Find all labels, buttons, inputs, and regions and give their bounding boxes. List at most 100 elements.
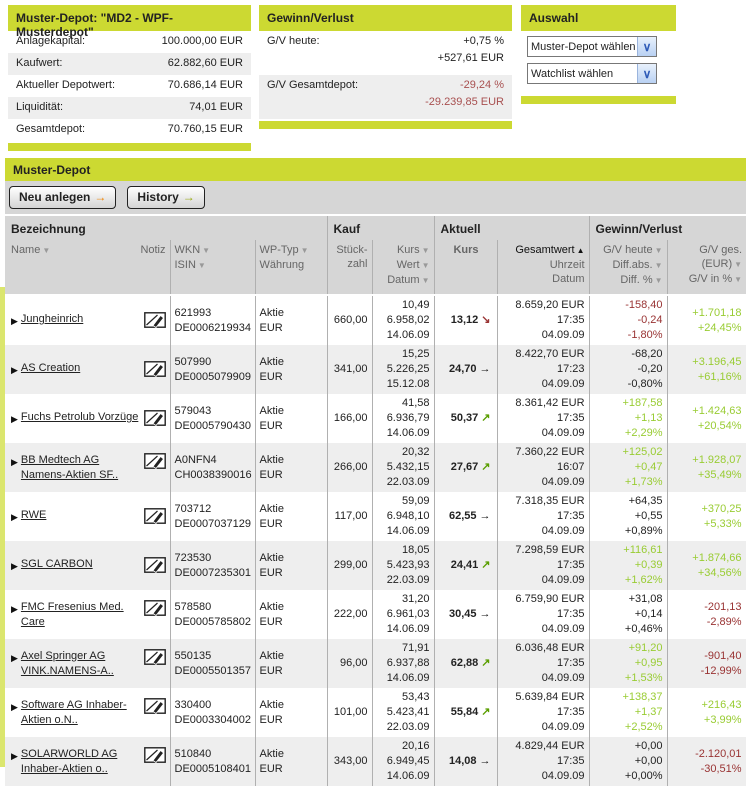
- kauf-cell: 31,20 6.961,03 14.06.09: [371, 590, 435, 639]
- summary-row: Aktueller Depotwert: 70.686,14 EUR: [8, 75, 251, 97]
- expand-arrow-icon[interactable]: ▶: [11, 561, 18, 571]
- top-panels: Muster-Depot: "MD2 - WPF-Musterdepot" An…: [0, 0, 746, 158]
- col-gv-ges[interactable]: G/V ges. (EUR) ▼ G/V in % ▼: [666, 240, 746, 296]
- note-edit-icon[interactable]: [143, 361, 166, 377]
- wptyp-cell: Aktie EUR: [254, 345, 327, 394]
- wkn-value: 578580: [174, 600, 212, 613]
- kurs-cell: 62,88 ↗: [433, 639, 498, 688]
- kurs-trend-icon: ↗: [481, 461, 491, 473]
- wkn-value: 510840: [174, 747, 212, 760]
- position-name-link[interactable]: SGL CARBON: [20, 558, 93, 570]
- note-edit-icon[interactable]: [143, 312, 166, 328]
- col-wptyp-waehrung[interactable]: WP-Typ ▼ Währung: [254, 240, 327, 296]
- note-edit-icon[interactable]: [143, 508, 166, 524]
- summary-value: 100.000,00 EUR: [161, 35, 243, 47]
- isin-value: DE0003304002: [174, 713, 251, 726]
- neu-anlegen-button[interactable]: Neu anlegen →: [9, 186, 117, 209]
- expand-arrow-icon[interactable]: ▶: [11, 750, 18, 761]
- group-header-kauf: Kauf: [326, 216, 435, 240]
- gv-gesamtdepot-row: G/V Gesamtdepot: -29,24 % -29.239,85 EUR: [259, 75, 512, 119]
- watchlist-select[interactable]: Watchlist wählen ∨: [527, 63, 657, 84]
- summary-row: Liquidität: 74,01 EUR: [8, 97, 251, 119]
- position-name-link[interactable]: RWE: [20, 509, 47, 521]
- wkn-value: 621993: [174, 306, 212, 319]
- summary-label: Anlagekapital:: [16, 35, 86, 47]
- wkn-value: 507990: [174, 355, 212, 368]
- wp-typ-value: Aktie: [259, 453, 284, 466]
- wptyp-cell: Aktie EUR: [254, 639, 327, 688]
- col-gv-heute[interactable]: G/V heute ▼ Diff.abs. ▼ Diff. % ▼: [588, 240, 668, 296]
- history-button[interactable]: History →: [127, 186, 205, 209]
- musterdepot-select[interactable]: Muster-Depot wählen ∨: [527, 36, 657, 57]
- kauf-cell: 10,49 6.958,02 14.06.09: [371, 295, 435, 345]
- note-edit-icon[interactable]: [143, 452, 166, 469]
- isin-value: CH0038390016: [174, 468, 252, 481]
- note-edit-icon[interactable]: [143, 599, 166, 616]
- position-name-link[interactable]: FMC Fresenius Med. Care: [20, 600, 124, 628]
- gesamtwert-cell: 6.759,90 EUR 17:35 04.09.09: [496, 590, 590, 639]
- note-edit-icon[interactable]: [143, 648, 166, 665]
- table-row: ▶ Axel Springer AG VINK.NAMENS-A.. 55013…: [5, 639, 746, 688]
- position-name-link[interactable]: Axel Springer AG VINK.NAMENS-A..: [20, 649, 114, 677]
- position-name-link[interactable]: Jungheinrich: [20, 313, 84, 325]
- musterdepot-select-value: Muster-Depot wählen: [531, 40, 636, 53]
- note-edit-icon[interactable]: [143, 697, 166, 714]
- sort-down-icon: ▼: [654, 246, 663, 255]
- position-name-link[interactable]: SOLARWORLD AG Inhaber-Aktien o..: [20, 747, 118, 775]
- kurs-cell: 55,84 ↗: [433, 688, 498, 737]
- dropdown-arrow-icon[interactable]: ∨: [637, 37, 656, 56]
- note-edit-icon[interactable]: [143, 557, 166, 573]
- isin-value: DE0007235301: [174, 566, 251, 579]
- gesamtwert-cell: 8.659,20 EUR 17:35 04.09.09: [496, 295, 590, 345]
- kurs-cell: 62,55 →: [433, 492, 498, 541]
- isin-value: DE0005501357: [174, 664, 251, 677]
- kauf-cell: 20,32 5.432,15 22.03.09: [371, 443, 435, 492]
- note-edit-icon[interactable]: [143, 746, 166, 763]
- sort-down-icon: ▼: [734, 275, 743, 284]
- col-gesamtwert[interactable]: Gesamtwert ▲ Uhrzeit Datum: [496, 240, 590, 296]
- wkn-isin-cell: 621993 DE0006219934: [169, 295, 255, 345]
- expand-arrow-icon[interactable]: ▶: [11, 414, 18, 424]
- expand-arrow-icon[interactable]: ▶: [11, 603, 18, 614]
- dropdown-arrow-icon[interactable]: ∨: [637, 64, 656, 83]
- expand-arrow-icon[interactable]: ▶: [11, 652, 18, 663]
- depot-table: Bezeichnung Kauf Aktuell Gewinn/Verlust …: [5, 216, 746, 786]
- expand-arrow-icon[interactable]: ▶: [11, 701, 18, 712]
- expand-arrow-icon[interactable]: ▶: [11, 316, 18, 326]
- sort-up-icon: ▲: [576, 246, 585, 255]
- isin-value: DE0006219934: [174, 321, 251, 334]
- table-row: ▶ FMC Fresenius Med. Care 578580 DE00057…: [5, 590, 746, 639]
- toolbar: Neu anlegen → History →: [5, 181, 746, 216]
- sort-down-icon: ▼: [421, 261, 430, 270]
- gv-heute-cell: +125,02 +0,47 +1,73%: [588, 443, 668, 492]
- panel-footer-bar: [521, 96, 676, 104]
- kurs-cell: 14,08 →: [433, 737, 498, 786]
- panel-footer-bar: [259, 121, 512, 129]
- waehrung-value: EUR: [259, 419, 283, 432]
- sort-down-icon: ▼: [654, 261, 663, 270]
- col-wkn-isin[interactable]: WKN ▼ ISIN ▼: [169, 240, 255, 296]
- sort-down-icon: ▼: [421, 276, 430, 285]
- position-name-link[interactable]: Software AG Inhaber-Aktien o.N..: [20, 698, 127, 726]
- expand-arrow-icon[interactable]: ▶: [11, 512, 18, 522]
- wkn-value: A0NFN4: [174, 453, 217, 466]
- gesamtwert-cell: 8.422,70 EUR 17:23 04.09.09: [496, 345, 590, 394]
- kurs-trend-icon: →: [479, 510, 491, 522]
- wkn-isin-cell: 507990 DE0005079909: [169, 345, 255, 394]
- col-name-notiz[interactable]: Name ▼ Notiz: [5, 240, 170, 296]
- position-name-link[interactable]: AS Creation: [20, 362, 81, 374]
- position-name-link[interactable]: BB Medtech AG Namens-Aktien SF..: [20, 453, 119, 481]
- note-edit-icon[interactable]: [143, 410, 166, 426]
- name-cell: ▶ Software AG Inhaber-Aktien o.N..: [5, 688, 170, 737]
- sort-down-icon: ▼: [654, 276, 663, 285]
- position-name-link[interactable]: Fuchs Petrolub Vorzüge: [20, 411, 139, 423]
- gv-ges-cell: +1.424,63 +20,54%: [666, 394, 746, 443]
- col-kauf-kurs-wert-datum[interactable]: Kurs ▼ Wert ▼ Datum ▼: [371, 240, 435, 296]
- expand-arrow-icon[interactable]: ▶: [11, 365, 18, 375]
- gv-heute-row: G/V heute: +0,75 % +527,61 EUR: [259, 31, 512, 75]
- panel-footer-bar: [8, 143, 251, 151]
- table-row: ▶ Jungheinrich 621993 DE0006219934 Aktie…: [5, 295, 746, 345]
- expand-arrow-icon[interactable]: ▶: [11, 456, 18, 467]
- waehrung-value: EUR: [259, 713, 283, 726]
- waehrung-value: EUR: [259, 664, 283, 677]
